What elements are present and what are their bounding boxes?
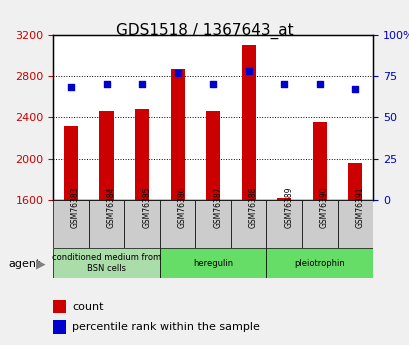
Bar — [64, 126, 78, 200]
Text: GSM76389: GSM76389 — [283, 187, 292, 228]
Text: GSM76390: GSM76390 — [319, 187, 328, 228]
Point — [245, 68, 252, 74]
FancyBboxPatch shape — [337, 200, 372, 248]
Text: GSM76384: GSM76384 — [106, 187, 115, 228]
Point — [67, 85, 74, 90]
Bar — [312, 122, 326, 200]
Text: count: count — [72, 302, 104, 312]
Bar — [347, 163, 362, 200]
Point — [351, 86, 358, 92]
Bar — [170, 69, 184, 200]
Point — [209, 81, 216, 87]
Bar — [53, 300, 66, 313]
FancyBboxPatch shape — [266, 200, 301, 248]
Text: ▶: ▶ — [36, 258, 46, 271]
Point — [139, 81, 145, 87]
Point — [280, 81, 287, 87]
Text: GSM76385: GSM76385 — [142, 187, 151, 228]
Bar — [206, 111, 220, 200]
Text: pleiotrophin: pleiotrophin — [294, 258, 344, 268]
Text: heregulin: heregulin — [193, 258, 233, 268]
Text: GDS1518 / 1367643_at: GDS1518 / 1367643_at — [116, 22, 293, 39]
Bar — [276, 198, 291, 200]
Text: GSM76387: GSM76387 — [213, 187, 222, 228]
Point — [316, 81, 322, 87]
Text: GSM76391: GSM76391 — [355, 187, 364, 228]
FancyBboxPatch shape — [53, 200, 89, 248]
FancyBboxPatch shape — [124, 200, 160, 248]
Text: GSM76383: GSM76383 — [71, 187, 80, 228]
FancyBboxPatch shape — [89, 200, 124, 248]
Bar — [53, 320, 66, 334]
FancyBboxPatch shape — [266, 248, 372, 278]
Text: conditioned medium from
BSN cells: conditioned medium from BSN cells — [52, 253, 161, 273]
Text: agent: agent — [8, 259, 40, 269]
Bar — [135, 109, 149, 200]
Point — [103, 81, 110, 87]
Text: percentile rank within the sample: percentile rank within the sample — [72, 322, 260, 332]
Text: GSM76386: GSM76386 — [177, 187, 186, 228]
Bar — [99, 111, 113, 200]
FancyBboxPatch shape — [160, 200, 195, 248]
FancyBboxPatch shape — [160, 248, 266, 278]
Text: GSM76388: GSM76388 — [248, 187, 257, 228]
FancyBboxPatch shape — [301, 200, 337, 248]
FancyBboxPatch shape — [230, 200, 266, 248]
FancyBboxPatch shape — [195, 200, 230, 248]
Bar — [241, 45, 255, 200]
Point — [174, 70, 180, 75]
FancyBboxPatch shape — [53, 248, 160, 278]
